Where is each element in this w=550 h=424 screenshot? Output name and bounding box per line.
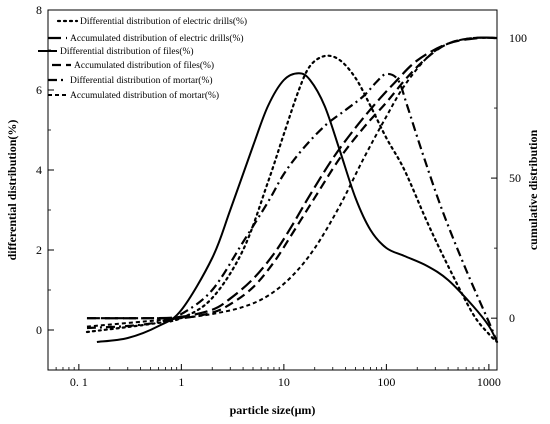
x-tick-label: 1000	[477, 375, 501, 389]
legend-label-2: Accumulated distribution of electric dri…	[70, 33, 244, 44]
legend-label-6: Accumulated distribution of mortar(%)	[70, 90, 219, 101]
y-right-tick-label: 100	[509, 31, 527, 45]
plot-frame	[47, 9, 498, 371]
y-left-tick-label: 4	[36, 163, 42, 177]
x-tick-label: 10	[278, 375, 290, 389]
x-tick-label: 0. 1	[70, 375, 88, 389]
y-left-tick-label: 6	[36, 83, 42, 97]
legend-label-3: Differential distribution of files(%)	[60, 46, 194, 57]
y-axis-left-title: differential distribution(%)	[5, 120, 19, 261]
y-left-tick-label: 2	[36, 243, 42, 257]
x-tick-label: 1	[178, 375, 184, 389]
legend-label-1: Differential distribution of electric dr…	[80, 16, 247, 27]
series-line-6	[86, 36, 498, 328]
legend-label-5: Differential distribution of mortar(%)	[70, 75, 213, 86]
series-line-2	[86, 36, 498, 320]
y-left-tick-label: 0	[36, 323, 42, 337]
legend-label-4: Accumulated distribution of files(%)	[74, 60, 214, 71]
series-line-1	[85, 54, 499, 344]
y-axis-right-title: cumulative distribution	[526, 130, 540, 251]
series-line-4	[86, 36, 498, 320]
y-right-tick-label: 50	[509, 171, 521, 185]
series-line-5	[86, 72, 499, 343]
y-right-tick-label: 0	[509, 311, 515, 325]
series-line-3	[96, 72, 498, 343]
x-tick-label: 100	[377, 375, 395, 389]
series-layer	[85, 36, 499, 344]
legend: Differential distribution of electric dr…	[38, 16, 247, 101]
y-left-tick-label: 8	[36, 3, 42, 17]
x-axis-title: particle size(μm)	[230, 403, 316, 417]
